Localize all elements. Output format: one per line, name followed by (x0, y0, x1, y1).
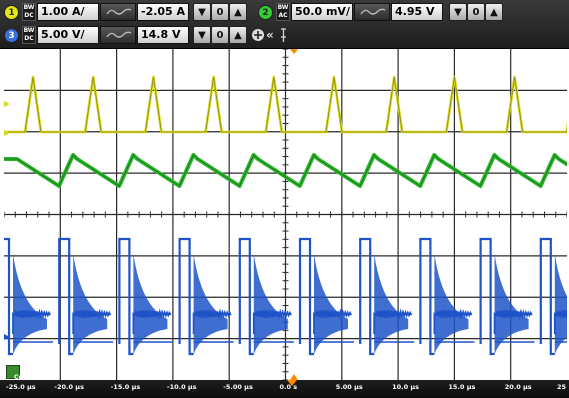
ch1-scale-field[interactable]: 1.00 A/ (37, 3, 99, 21)
ch1-offset-field[interactable]: -2.05 A (137, 3, 189, 21)
waveform-display[interactable] (4, 49, 567, 380)
ch3-switch-pulse (238, 237, 254, 356)
ch3-switch-pulse (539, 237, 555, 356)
time-tick-label: -20.0 µs (54, 383, 84, 391)
ch3-ringing-fill (374, 254, 409, 354)
double-chevron-left-icon[interactable]: « (266, 28, 274, 42)
ch3-offset-field[interactable]: 14.8 V (137, 26, 189, 44)
time-tick-label: 5.00 µs (335, 383, 363, 391)
ch3-switch-pulse (178, 237, 194, 356)
ch3-ringing-fill (253, 254, 288, 354)
ch3-switch-pulse (118, 237, 134, 356)
ch2-offset-field[interactable]: 4.95 V (391, 3, 443, 21)
ch1-offset-zero-button[interactable]: 0 (211, 3, 229, 21)
ch2-offset-zero-button[interactable]: 0 (467, 3, 485, 21)
ch3-switch-pulse (419, 237, 435, 356)
time-tick-label: 25 (557, 383, 567, 391)
ch3-coupling-badge: BW DC (22, 26, 36, 44)
ch3-switch-pulse (479, 237, 495, 356)
ch2-scale-field[interactable]: 50.0 mV/ (291, 3, 353, 21)
time-tick-label: -15.0 µs (110, 383, 141, 391)
time-tick-label: 10.0 µs (392, 383, 420, 391)
time-tick-label: 15.0 µs (448, 383, 476, 391)
ch3-offset-zero-button[interactable]: 0 (211, 26, 229, 44)
ch3-ringing-fill (554, 254, 567, 354)
ch2-indicator[interactable]: 2 (258, 5, 273, 20)
time-axis: -25.0 µs -20.0 µs -15.0 µs -10.0 µs -5.00 µs… (0, 380, 569, 398)
trigger-position-marker[interactable] (287, 380, 297, 386)
ch1-offset-down-button[interactable]: ▼ (193, 3, 211, 21)
ch3-switch-pulse (4, 237, 13, 356)
trigger-bottom-marker (290, 374, 298, 380)
ch3-wave-icon[interactable] (100, 26, 136, 44)
ch1-current-trace-edge (4, 76, 567, 133)
cursor-marker[interactable] (6, 365, 20, 379)
time-tick-label: -5.00 µs (223, 383, 253, 391)
ch3-ringing-fill (434, 254, 469, 354)
ch2-coupling-badge: BW AC (276, 3, 290, 21)
toolbar-row-1: 1 BW DC 1.00 A/ -2.05 A ▼ 0 ▲ 2 BW AC 50.0… (0, 3, 569, 25)
time-tick-label: -25.0 µs (6, 383, 36, 391)
ch3-ringing-fill (314, 254, 348, 354)
ch1-level-marker (4, 130, 10, 136)
toolbar-row-2: 3 BW DC 5.00 V/ 14.8 V ▼ 0 ▲ « (0, 26, 569, 48)
time-tick-label: 0.0 s (279, 383, 298, 391)
trigger-top-marker (290, 49, 298, 54)
ch3-ringing-fill (133, 254, 168, 354)
ch3-ringing-fill (494, 254, 529, 354)
time-tick-label: 20.0 µs (504, 383, 532, 391)
waveform-plot (4, 49, 567, 380)
ch2-offset-down-button[interactable]: ▼ (449, 3, 467, 21)
ch2-voltage-ripple-edge (4, 154, 567, 187)
ch3-ringing-fill (13, 254, 47, 354)
ch1-offset-up-button[interactable]: ▲ (229, 3, 247, 21)
ch3-switch-pulse (359, 237, 375, 356)
ch3-ground-marker (4, 334, 10, 340)
ch3-ringing-fill (193, 254, 228, 354)
ch3-switch-pulse (298, 237, 314, 356)
cursor-label: Cursor (14, 374, 37, 381)
ch3-offset-down-button[interactable]: ▼ (193, 26, 211, 44)
ch2-wave-icon[interactable] (354, 3, 390, 21)
time-tick-label: -10.0 µs (166, 383, 197, 391)
ch1-coupling-badge: BW DC (22, 3, 36, 21)
plus-circle-icon[interactable] (251, 26, 265, 49)
ch3-indicator[interactable]: 3 (4, 28, 19, 43)
ch1-indicator[interactable]: 1 (4, 5, 19, 20)
pin-icon[interactable] (278, 26, 288, 49)
ch3-offset-up-button[interactable]: ▲ (229, 26, 247, 44)
ch2-offset-up-button[interactable]: ▲ (485, 3, 503, 21)
ch3-switch-pulse (58, 237, 74, 356)
ch1-ground-marker (4, 101, 10, 107)
ch3-scale-field[interactable]: 5.00 V/ (37, 26, 99, 44)
ch1-wave-icon[interactable] (100, 3, 136, 21)
channel-toolbar: 1 BW DC 1.00 A/ -2.05 A ▼ 0 ▲ 2 BW AC 50.0… (0, 0, 569, 49)
ch3-ringing-fill (73, 254, 108, 354)
